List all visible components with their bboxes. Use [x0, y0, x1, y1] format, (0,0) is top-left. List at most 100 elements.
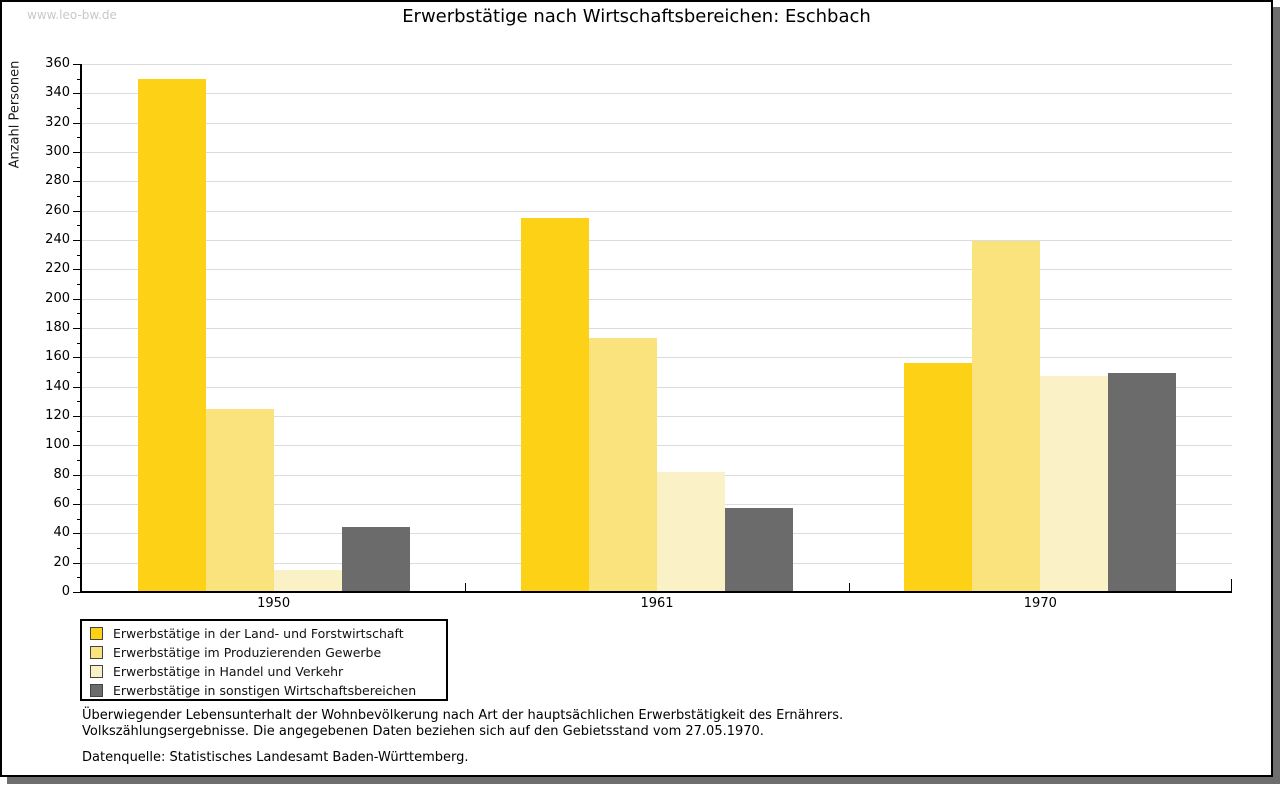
- legend-row-4: Erwerbstätige in sonstigen Wirtschaftsbe…: [90, 681, 446, 700]
- y-axis-tick-label: 100: [45, 437, 70, 453]
- y-axis-tick-label: 240: [45, 232, 70, 247]
- y-axis-minor-tick: [77, 284, 82, 285]
- legend-row-2: Erwerbstätige im Produzierenden Gewerbe: [90, 643, 446, 662]
- footnote-line-1: Überwiegender Lebensunterhalt der Wohnbe…: [82, 708, 844, 723]
- gridline: [82, 298, 1232, 300]
- y-axis-tick-label: 40: [53, 525, 70, 541]
- y-axis-minor-tick: [77, 548, 82, 549]
- y-axis-major-tick: [73, 93, 82, 95]
- gridline: [82, 328, 1232, 329]
- x-axis-tick: [465, 583, 467, 592]
- y-axis-minor-tick: [77, 460, 82, 461]
- y-axis-minor-tick: [77, 577, 82, 579]
- bar-1970-series-4: [1108, 373, 1177, 592]
- y-axis-major-tick: [73, 181, 82, 183]
- chart-title: Erwerbstätige nach Wirtschaftsbereichen:…: [402, 6, 871, 27]
- y-axis-major-tick: [73, 64, 82, 65]
- y-axis-major-tick: [73, 152, 82, 153]
- x-axis-label: 1970: [1023, 596, 1057, 611]
- bar-1950-series-2: [205, 408, 274, 592]
- chart-page: www.leo-bw.de Erwerbstätige nach Wirtsch…: [0, 0, 1273, 777]
- y-axis-major-tick: [73, 445, 82, 447]
- gridline: [82, 152, 1232, 153]
- x-axis-label: 1961: [640, 596, 674, 611]
- y-axis-tick-label: 180: [45, 320, 70, 335]
- gridline: [82, 269, 1232, 271]
- gridline: [82, 64, 1232, 65]
- footnote: Überwiegender Lebensunterhalt der Wohnbe…: [82, 708, 843, 740]
- gridline: [82, 240, 1232, 241]
- y-axis-major-tick: [73, 474, 82, 476]
- gridline: [82, 416, 1232, 417]
- bar-1950-series-3: [273, 570, 342, 592]
- gridline: [82, 210, 1232, 212]
- y-axis-tick-label: 80: [53, 466, 70, 482]
- legend: Erwerbstätige in der Land- und Forstwirt…: [80, 619, 448, 701]
- bar-1970-series-3: [1040, 376, 1109, 592]
- y-axis-minor-tick: [77, 342, 82, 344]
- y-axis-tick-label: 360: [45, 56, 70, 71]
- y-axis-minor-tick: [77, 430, 82, 432]
- bar-1970-series-1: [904, 363, 973, 592]
- y-axis-minor-tick: [77, 313, 82, 315]
- legend-label: Erwerbstätige im Produzierenden Gewerbe: [113, 645, 382, 660]
- y-axis-minor-tick: [77, 166, 82, 168]
- y-axis-major-tick: [73, 298, 82, 300]
- plot-area: 1950 1961 1970 0 20 40 60 80 100 120 140 160 180 200 2…: [2, 2, 1271, 775]
- y-axis-major-tick: [73, 269, 82, 271]
- legend-swatch-icon: [90, 665, 103, 678]
- y-axis-major-tick: [73, 386, 82, 388]
- x-axis: [80, 591, 1232, 593]
- y-axis-major-tick: [73, 504, 82, 505]
- y-axis-tick-label: 300: [45, 144, 70, 159]
- bar-1961-series-2: [589, 338, 657, 592]
- y-axis-major-tick: [73, 122, 82, 124]
- y-axis-minor-tick: [77, 401, 82, 403]
- legend-swatch-icon: [90, 646, 103, 659]
- y-axis-major-tick: [73, 357, 82, 359]
- y-axis-tick-label: 280: [45, 173, 70, 189]
- bar-1970-series-2: [972, 241, 1041, 592]
- y-axis-major-tick: [73, 328, 82, 329]
- y-axis-major-tick: [73, 416, 82, 417]
- y-axis-tick-label: 60: [53, 496, 70, 511]
- legend-label: Erwerbstätige in Handel und Verkehr: [113, 664, 344, 679]
- y-axis-tick-label: 160: [45, 349, 70, 365]
- y-axis-tick-label: 140: [45, 378, 70, 394]
- bar-1961-series-4: [725, 508, 793, 592]
- y-axis: [80, 64, 82, 592]
- gridline: [82, 357, 1232, 359]
- y-axis-minor-tick: [77, 78, 82, 80]
- bar-1950-series-1: [137, 78, 206, 592]
- legend-label: Erwerbstätige in sonstigen Wirtschaftsbe…: [113, 683, 417, 698]
- y-axis-major-tick: [73, 210, 82, 212]
- gridline: [82, 445, 1232, 447]
- y-axis-tick-label: 320: [45, 114, 70, 130]
- y-axis-tick-label: 200: [45, 290, 70, 306]
- bar-1950-series-4: [341, 527, 410, 592]
- y-axis-tick-label: 20: [53, 554, 70, 570]
- legend-row-1: Erwerbstätige in der Land- und Forstwirt…: [90, 624, 446, 643]
- y-axis-major-tick: [73, 533, 82, 535]
- y-axis-minor-tick: [77, 225, 82, 227]
- bar-1961-series-1: [521, 218, 589, 592]
- y-axis-minor-tick: [77, 254, 82, 256]
- gridline: [82, 386, 1232, 388]
- x-axis-tick: [848, 583, 850, 592]
- y-axis-tick-label: 220: [45, 261, 70, 277]
- legend-label: Erwerbstätige in der Land- und Forstwirt…: [113, 626, 404, 641]
- y-axis-tick-label: 260: [45, 202, 70, 218]
- y-axis-tick-label: 340: [45, 85, 70, 101]
- y-axis-tick-label: 120: [45, 408, 70, 423]
- x-axis-label: 1950: [257, 596, 291, 611]
- gridline: [82, 93, 1232, 95]
- y-axis-minor-tick: [77, 108, 82, 109]
- legend-row-3: Erwerbstätige in Handel und Verkehr: [90, 662, 446, 681]
- y-axis-minor-tick: [77, 489, 82, 491]
- footnote-line-2: Volkszählungsergebnisse. Die angegebenen…: [82, 724, 764, 739]
- y-axis-minor-tick: [77, 518, 82, 520]
- gridline: [82, 122, 1232, 124]
- y-axis-minor-tick: [77, 137, 82, 139]
- data-source: Datenquelle: Statistisches Landesamt Bad…: [82, 750, 469, 765]
- bar-1961-series-3: [657, 471, 725, 592]
